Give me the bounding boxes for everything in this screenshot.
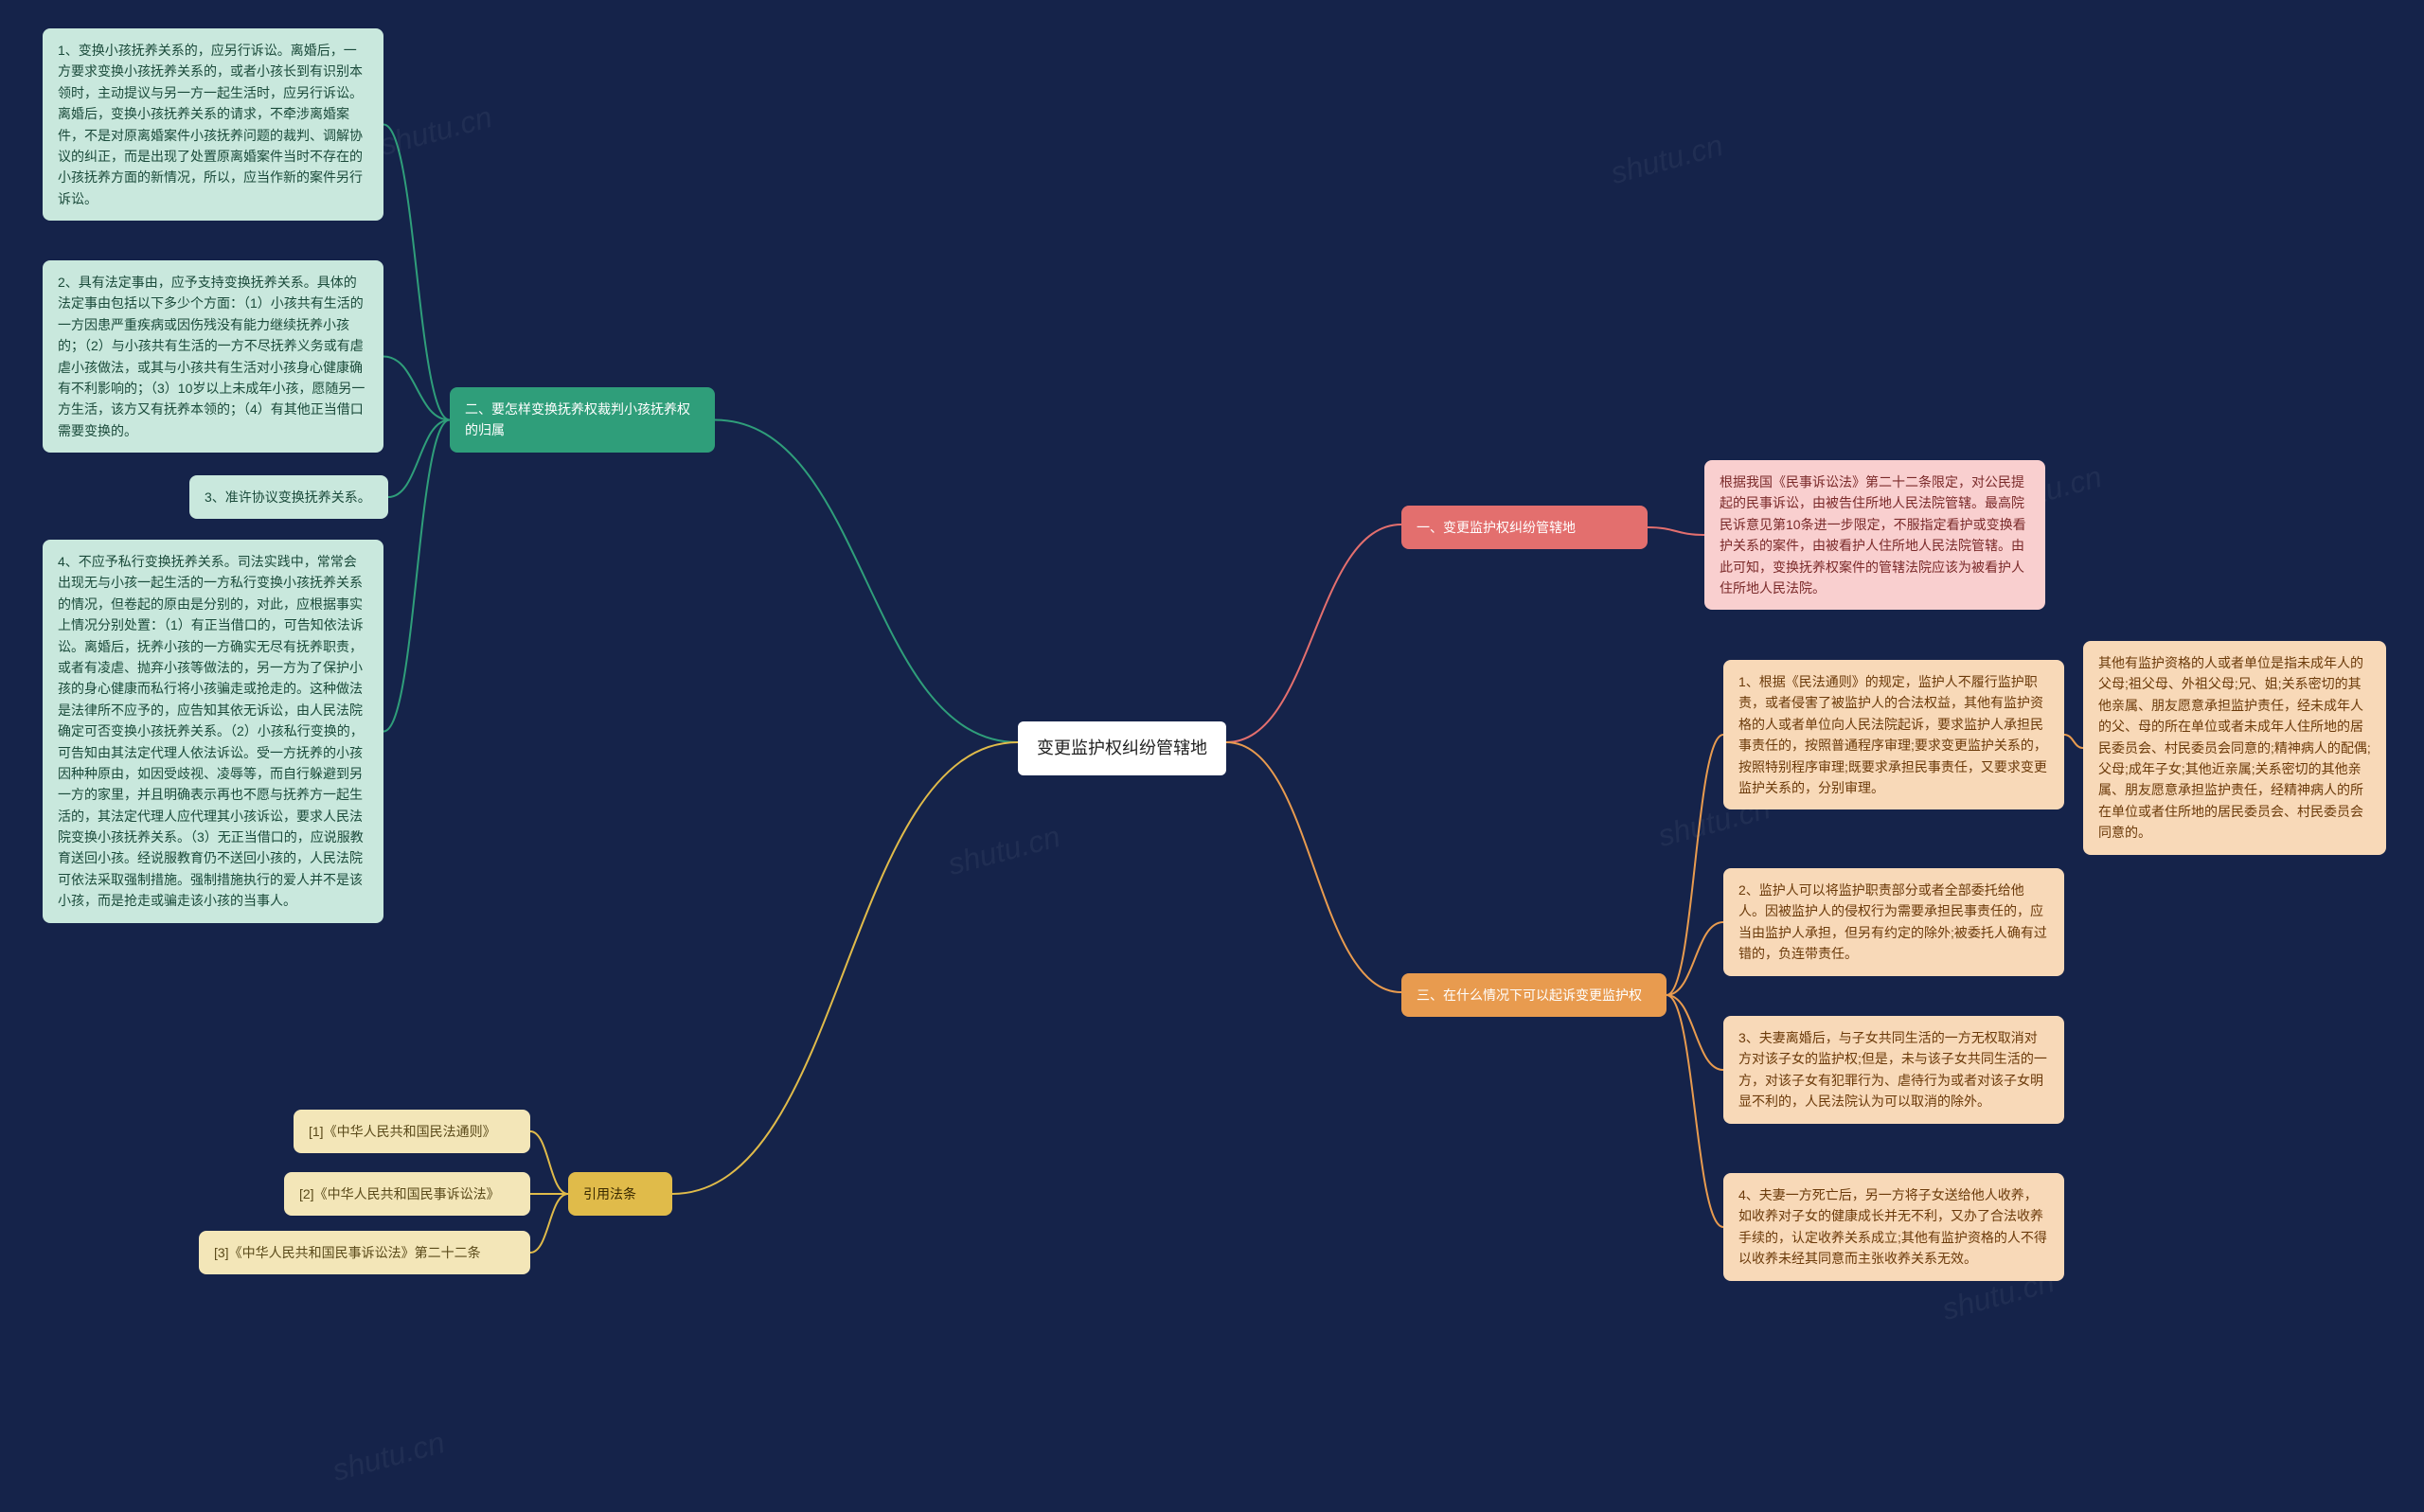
r2[interactable]: 三、在什么情况下可以起诉变更监护权 [1401,973,1666,1017]
l1c3[interactable]: 3、准许协议变换抚养关系。 [189,475,388,519]
l1c4[interactable]: 4、不应予私行变换抚养关系。司法实践中，常常会出现无与小孩一起生活的一方私行变换… [43,540,383,923]
watermark: shutu.cn [944,819,1063,882]
l1[interactable]: 二、要怎样变换抚养权裁判小孩抚养权的归属 [450,387,715,453]
r2c4[interactable]: 4、夫妻一方死亡后，另一方将子女送给他人收养，如收养对子女的健康成长并无不利，又… [1723,1173,2064,1281]
l2[interactable]: 引用法条 [568,1172,672,1216]
watermark: shutu.cn [329,1425,448,1488]
watermark: shutu.cn [376,99,495,163]
l2c3[interactable]: [3]《中华人民共和国民事诉讼法》第二十二条 [199,1231,530,1274]
l2c1[interactable]: [1]《中华人民共和国民法通则》 [294,1110,530,1153]
r2c1s[interactable]: 其他有监护资格的人或者单位是指未成年人的父母;祖父母、外祖父母;兄、姐;关系密切… [2083,641,2386,855]
r1c1[interactable]: 根据我国《民事诉讼法》第二十二条限定，对公民提起的民事诉讼，由被告住所地人民法院… [1704,460,2045,610]
watermark: shutu.cn [1607,128,1726,191]
l2c2[interactable]: [2]《中华人民共和国民事诉讼法》 [284,1172,530,1216]
r2c3[interactable]: 3、夫妻离婚后，与子女共同生活的一方无权取消对方对该子女的监护权;但是，未与该子… [1723,1016,2064,1124]
r2c2[interactable]: 2、监护人可以将监护职责部分或者全部委托给他人。因被监护人的侵权行为需要承担民事… [1723,868,2064,976]
root-node[interactable]: 变更监护权纠纷管辖地 [1018,721,1226,775]
r2c1[interactable]: 1、根据《民法通则》的规定，监护人不履行监护职责，或者侵害了被监护人的合法权益，… [1723,660,2064,809]
r1[interactable]: 一、变更监护权纠纷管辖地 [1401,506,1648,549]
l1c2[interactable]: 2、具有法定事由，应予支持变换抚养关系。具体的法定事由包括以下多少个方面：（1）… [43,260,383,453]
l1c1[interactable]: 1、变换小孩抚养关系的，应另行诉讼。离婚后，一方要求变换小孩抚养关系的，或者小孩… [43,28,383,221]
